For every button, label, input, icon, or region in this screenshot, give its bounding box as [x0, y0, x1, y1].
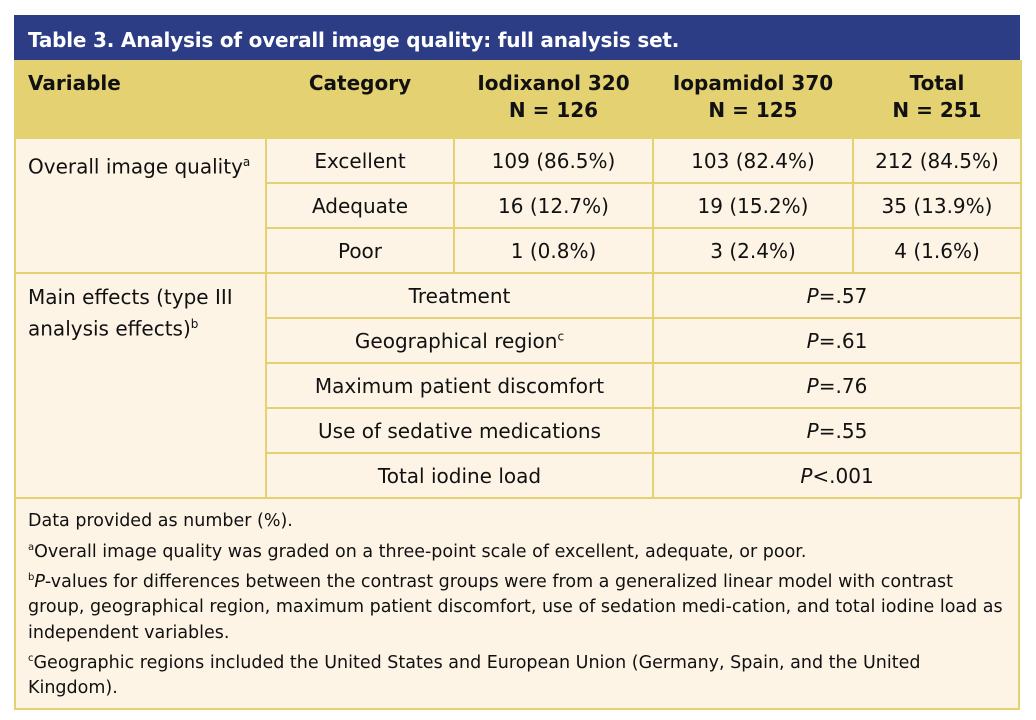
footnote-b: bP-values for differences between the co… — [28, 565, 1006, 646]
header-n: N = 125 — [708, 98, 798, 122]
table-title: Table 3. Analysis of overall image quali… — [14, 15, 1020, 60]
header-label: Iodixanol 320 — [477, 71, 630, 95]
effect-label: Geographical region — [354, 328, 558, 353]
table-row: Total iodine load P<.001 — [15, 452, 1022, 499]
table-row: Poor 1 (0.8%) 3 (2.4%) 4 (1.6%) — [15, 227, 1022, 274]
p-value: P=.61 — [652, 317, 1022, 364]
p-text: =.76 — [818, 373, 868, 398]
header-iodixanol: Iodixanol 320 N = 126 — [453, 60, 654, 139]
table-row: Overall image qualitya Excellent 109 (86… — [14, 137, 1022, 274]
p-value: P=.55 — [652, 407, 1022, 454]
effect-name: Maximum patient discomfort — [265, 362, 654, 409]
p-symbol: P — [806, 418, 819, 443]
effect-name: Total iodine load — [265, 452, 654, 499]
table-row: Adequate 16 (12.7%) 19 (15.2%) 35 (13.9%… — [15, 182, 1022, 229]
p-text: <.001 — [812, 463, 874, 488]
value-cell: 16 (12.7%) — [453, 182, 654, 229]
header-iopamidol: Iopamidol 370 N = 125 — [652, 60, 854, 139]
footnote-marker: c — [28, 653, 34, 665]
variable-effects: Main effects (type III analysis effects)… — [14, 272, 267, 499]
p-text: =.61 — [818, 328, 868, 353]
footnote-text: -values for differences between the cont… — [28, 571, 1003, 643]
variable-quality: Overall image qualitya — [14, 137, 267, 274]
p-text: =.57 — [818, 283, 868, 308]
footnote-text: Geographic regions included the United S… — [28, 652, 921, 699]
header-label: Iopamidol 370 — [672, 71, 834, 95]
header-label: Total — [909, 71, 965, 95]
footnote-text: Overall image quality was graded on a th… — [34, 541, 807, 562]
footnote-marker: b — [190, 317, 199, 331]
p-value: P<.001 — [652, 452, 1022, 499]
variable-label: Main effects (type III analysis effects) — [28, 285, 233, 341]
p-text: =.55 — [818, 418, 868, 443]
data-table: Variable Category Iodixanol 320 N = 126 I… — [14, 60, 1022, 499]
table-row: Main effects (type III analysis effects)… — [14, 272, 1022, 499]
footnote-c: cGeographic regions included the United … — [28, 646, 1006, 702]
header-variable: Variable — [14, 60, 267, 139]
p-symbol: P — [800, 463, 813, 488]
value-cell: 212 (84.5%) — [852, 137, 1022, 184]
table-footnotes: Data provided as number (%). aOverall im… — [14, 499, 1020, 710]
table-container: Table 3. Analysis of overall image quali… — [14, 15, 1022, 710]
value-cell: 1 (0.8%) — [453, 227, 654, 274]
effect-label: Maximum patient discomfort — [314, 373, 605, 398]
table-row: Use of sedative medications P=.55 — [15, 407, 1022, 454]
effect-label: Total iodine load — [377, 463, 542, 488]
header-total: Total N = 251 — [852, 60, 1022, 139]
header-category: Category — [265, 60, 455, 139]
header-row: Variable Category Iodixanol 320 N = 126 I… — [14, 60, 1022, 139]
p-symbol: P — [806, 373, 819, 398]
effect-name: Treatment — [265, 272, 654, 319]
effect-label: Treatment — [408, 283, 511, 308]
p-symbol: P — [34, 571, 45, 592]
value-cell: 109 (86.5%) — [453, 137, 654, 184]
footnote-marker: a — [28, 541, 35, 553]
footnote-data: Data provided as number (%). — [28, 511, 293, 531]
effect-name: Use of sedative medications — [265, 407, 654, 454]
effect-label: Use of sedative medications — [318, 418, 601, 443]
table-row: Geographical regionc P=.61 — [15, 317, 1022, 364]
header-n: N = 251 — [892, 98, 982, 122]
value-cell: 4 (1.6%) — [852, 227, 1022, 274]
value-cell: 3 (2.4%) — [652, 227, 854, 274]
footnote-marker: b — [28, 571, 35, 583]
footnote-marker: a — [242, 155, 251, 169]
effect-name: Geographical regionc — [265, 317, 654, 364]
p-symbol: P — [806, 283, 819, 308]
p-value: P=.76 — [652, 362, 1022, 409]
category-cell: Poor — [265, 227, 455, 274]
value-cell: 19 (15.2%) — [652, 182, 854, 229]
p-symbol: P — [806, 328, 819, 353]
p-value: P=.57 — [652, 272, 1022, 319]
table-row: Maximum patient discomfort P=.76 — [15, 362, 1022, 409]
category-cell: Adequate — [265, 182, 455, 229]
header-n: N = 126 — [508, 98, 599, 122]
footnote-a: aOverall image quality was graded on a t… — [28, 535, 1006, 565]
value-cell: 35 (13.9%) — [852, 182, 1022, 229]
value-cell: 103 (82.4%) — [652, 137, 854, 184]
footnote-marker: c — [557, 328, 565, 343]
variable-label: Overall image quality — [28, 154, 243, 179]
category-cell: Excellent — [265, 137, 455, 184]
